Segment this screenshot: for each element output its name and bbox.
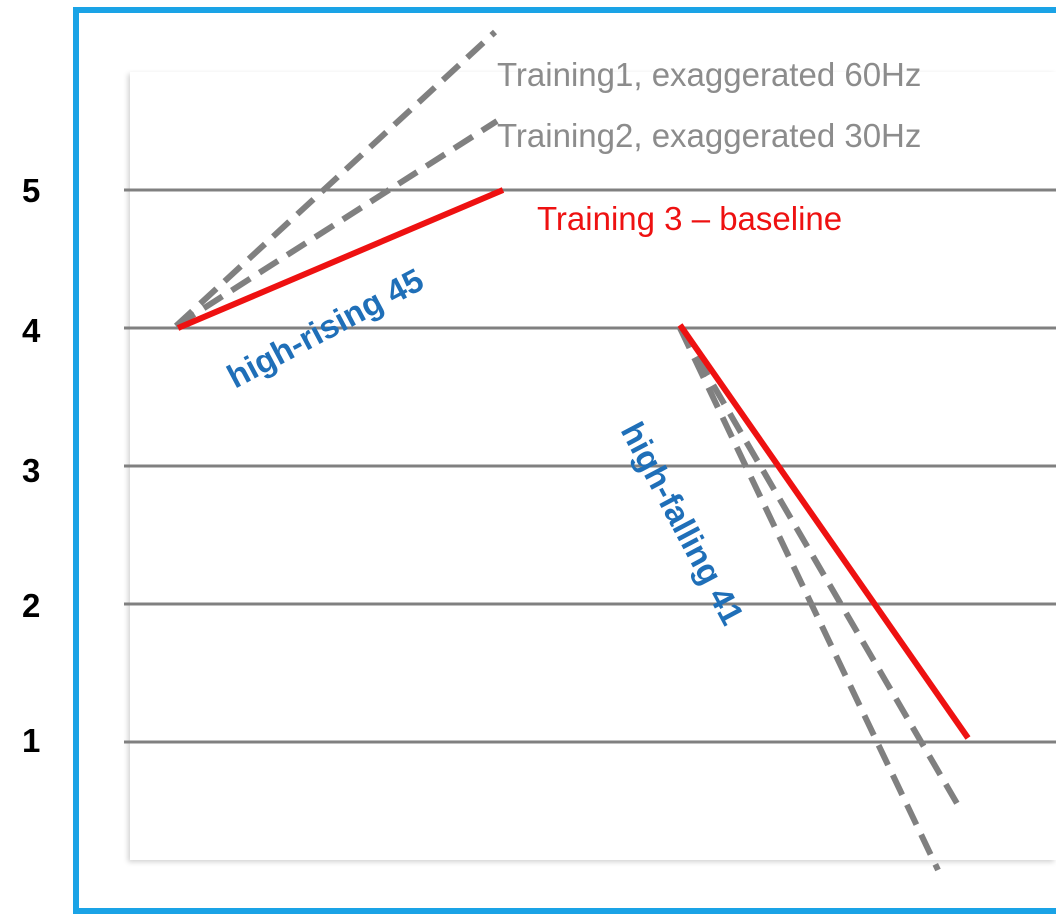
level-label-4: 4	[22, 312, 41, 349]
tone-label-high-falling: high-falling 41	[614, 416, 752, 631]
falling-training1-line	[677, 326, 941, 872]
level-label-2: 2	[22, 587, 41, 624]
level-label-3: 3	[22, 452, 41, 489]
falling-baseline-line	[677, 323, 971, 740]
level-label-5: 5	[22, 172, 41, 209]
rising-training1-line	[173, 29, 498, 329]
rising-training2-line	[174, 118, 499, 329]
rising-baseline-line	[176, 187, 505, 331]
legend-training3: Training 3 – baseline	[537, 200, 842, 237]
legend-training1: Training1, exaggerated 60Hz	[497, 56, 921, 93]
level-label-1: 1	[22, 722, 41, 759]
legend-training2: Training2, exaggerated 30Hz	[497, 117, 921, 154]
falling-training2-line	[677, 326, 965, 814]
